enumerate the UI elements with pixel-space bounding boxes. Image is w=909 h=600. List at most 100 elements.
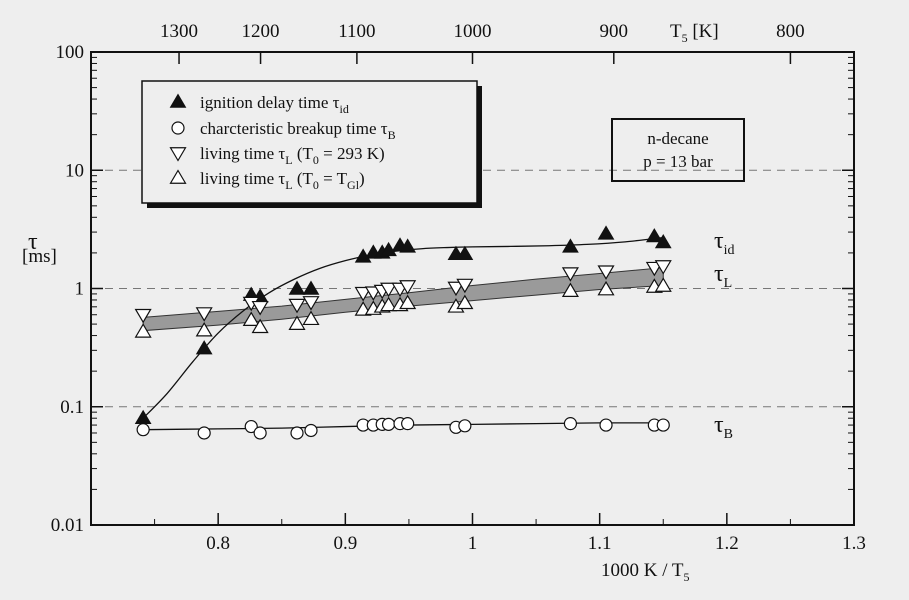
point-tau_id <box>562 238 579 253</box>
x-tick-label: 1.2 <box>715 533 739 554</box>
legend-item-living-293-text: living time τ <box>200 144 285 163</box>
point-tau_id <box>195 340 213 355</box>
legend-item-living-gl-tail: (T <box>293 169 314 188</box>
point-tau_L_Gl <box>134 323 152 338</box>
curve-label-tau-id-sub: id <box>724 243 735 258</box>
x2-tick-label: 900 <box>600 21 629 42</box>
y-tick-label: 0.1 <box>60 397 84 418</box>
curve-label-tau-l-main: τ <box>714 261 724 287</box>
tick-labels: 0.01 0.1 1 10 100 0.8 0.9 1 1.1 1.2 1.3 1300 1200 110… <box>51 21 866 554</box>
legend: ignition delay time τid charcteristic br… <box>141 80 482 208</box>
legend-item-breakup-sub: B <box>388 128 396 142</box>
legend-marker-tau_B <box>171 121 185 135</box>
point-tau_B <box>136 423 150 437</box>
legend-markers <box>169 93 187 184</box>
point-tau_L_293 <box>380 282 398 298</box>
curve-label-tau-b-main: τ <box>714 412 724 438</box>
point-tau_L_Gl <box>251 318 269 334</box>
legend-item-living-gl-text: living time τ <box>200 169 285 188</box>
point-tau_L_Gl <box>195 321 213 337</box>
fit-tau_id <box>142 236 664 419</box>
info-box-line-1: n-decane <box>647 129 708 148</box>
point-tau_id <box>288 280 306 295</box>
info-box: n-decane p = 13 bar <box>611 118 745 182</box>
axis-ticks <box>91 51 855 526</box>
point-tau_L_Gl <box>380 296 398 312</box>
point-tau_B <box>563 417 578 431</box>
point-tau_L_293 <box>597 265 615 280</box>
curve-label-tau-l-sub: L <box>724 276 733 291</box>
legend-item-living-293: living time τL (T0 = 293 K) <box>200 144 385 167</box>
point-tau_id <box>380 241 397 257</box>
point-tau_L_Gl <box>288 315 306 330</box>
info-box-frame <box>611 118 745 182</box>
legend-item-ignition-text: ignition delay time τ <box>200 93 340 112</box>
x2-axis-title-main: T <box>670 21 682 42</box>
point-tau_B <box>381 417 396 431</box>
x2-axis-title: T5 [K] <box>670 21 719 45</box>
point-tau_id <box>654 233 672 249</box>
legend-item-living-293-tail-end: = 293 K) <box>319 144 385 163</box>
fit-curves <box>142 236 664 431</box>
x-tick-label: 1 <box>468 533 478 554</box>
y-axis-symbol: τ <box>28 229 38 255</box>
legend-marker-tau_id <box>169 93 187 108</box>
y-axis-unit: [ms] <box>22 246 57 267</box>
y-tick-label: 1 <box>75 279 85 300</box>
y-tick-label: 10 <box>65 160 84 181</box>
x2-tick-label: 1200 <box>242 21 280 42</box>
point-tau_L_293 <box>654 260 672 275</box>
point-tau_L_293 <box>354 286 372 302</box>
y-tick-label: 0.01 <box>51 515 84 536</box>
legend-item-ignition-sub: id <box>340 102 349 116</box>
info-box-line-2: p = 13 bar <box>643 152 713 171</box>
x2-tick-label: 800 <box>776 21 805 42</box>
point-tau_L_Gl <box>456 294 474 310</box>
curve-label-tau-id-main: τ <box>714 228 724 254</box>
point-tau_L_Gl <box>561 282 579 297</box>
point-tau_B <box>253 426 267 440</box>
point-tau_L_293 <box>195 307 213 322</box>
point-tau_B <box>599 418 613 432</box>
point-tau_L_Gl <box>597 280 615 296</box>
legend-marker-tau_L_293 <box>169 147 187 162</box>
y-tick-label: 100 <box>56 42 85 63</box>
point-tau_L_293 <box>134 308 152 324</box>
point-tau_L_293 <box>399 280 417 295</box>
x-tick-label: 0.8 <box>206 533 230 554</box>
point-tau_L_293 <box>288 298 306 314</box>
x2-tick-label: 1000 <box>454 21 492 42</box>
legend-item-living-293-sub: L <box>285 153 292 167</box>
point-tau_L_Gl <box>302 310 320 326</box>
point-tau_B <box>197 426 211 440</box>
x-axis-title: 1000 K / T5 <box>601 560 690 584</box>
curve-label-tau-b: τB <box>714 412 733 442</box>
legend-frame <box>141 80 478 204</box>
legend-item-living-gl-tail-end: = T <box>319 169 348 188</box>
legend-item-living-293-tail-sub: 0 <box>313 153 319 167</box>
living-time-band <box>142 267 664 332</box>
point-tau_B <box>290 426 304 440</box>
legend-marker-tau_L_Gl <box>169 169 187 184</box>
point-tau_B <box>304 423 318 438</box>
point-tau_L_293 <box>251 300 269 316</box>
x-axis-title-sub: 5 <box>684 570 690 584</box>
point-tau_L_Gl <box>242 311 260 326</box>
legend-item-living-gl-tail-sub2: Gl <box>347 178 360 192</box>
point-tau_B <box>458 419 472 433</box>
x-tick-label: 1.3 <box>842 533 866 554</box>
point-tau_id <box>456 245 474 260</box>
curve-label-tau-l: τL <box>714 261 732 291</box>
point-tau_B <box>656 418 670 432</box>
point-tau_L_293 <box>561 267 579 282</box>
x-axis-title-main: 1000 K / T <box>601 560 684 581</box>
legend-item-living-gl: living time τL (T0 = TGl) <box>200 169 365 192</box>
point-tau_L_293 <box>302 296 320 311</box>
point-tau_L_293 <box>456 278 474 294</box>
legend-item-ignition: ignition delay time τid <box>200 93 349 116</box>
data-points <box>134 225 672 440</box>
curve-label-tau-id: τid <box>714 228 735 258</box>
legend-item-living-gl-tail-sub: 0 <box>313 178 319 192</box>
point-tau_L_Gl <box>654 277 672 292</box>
